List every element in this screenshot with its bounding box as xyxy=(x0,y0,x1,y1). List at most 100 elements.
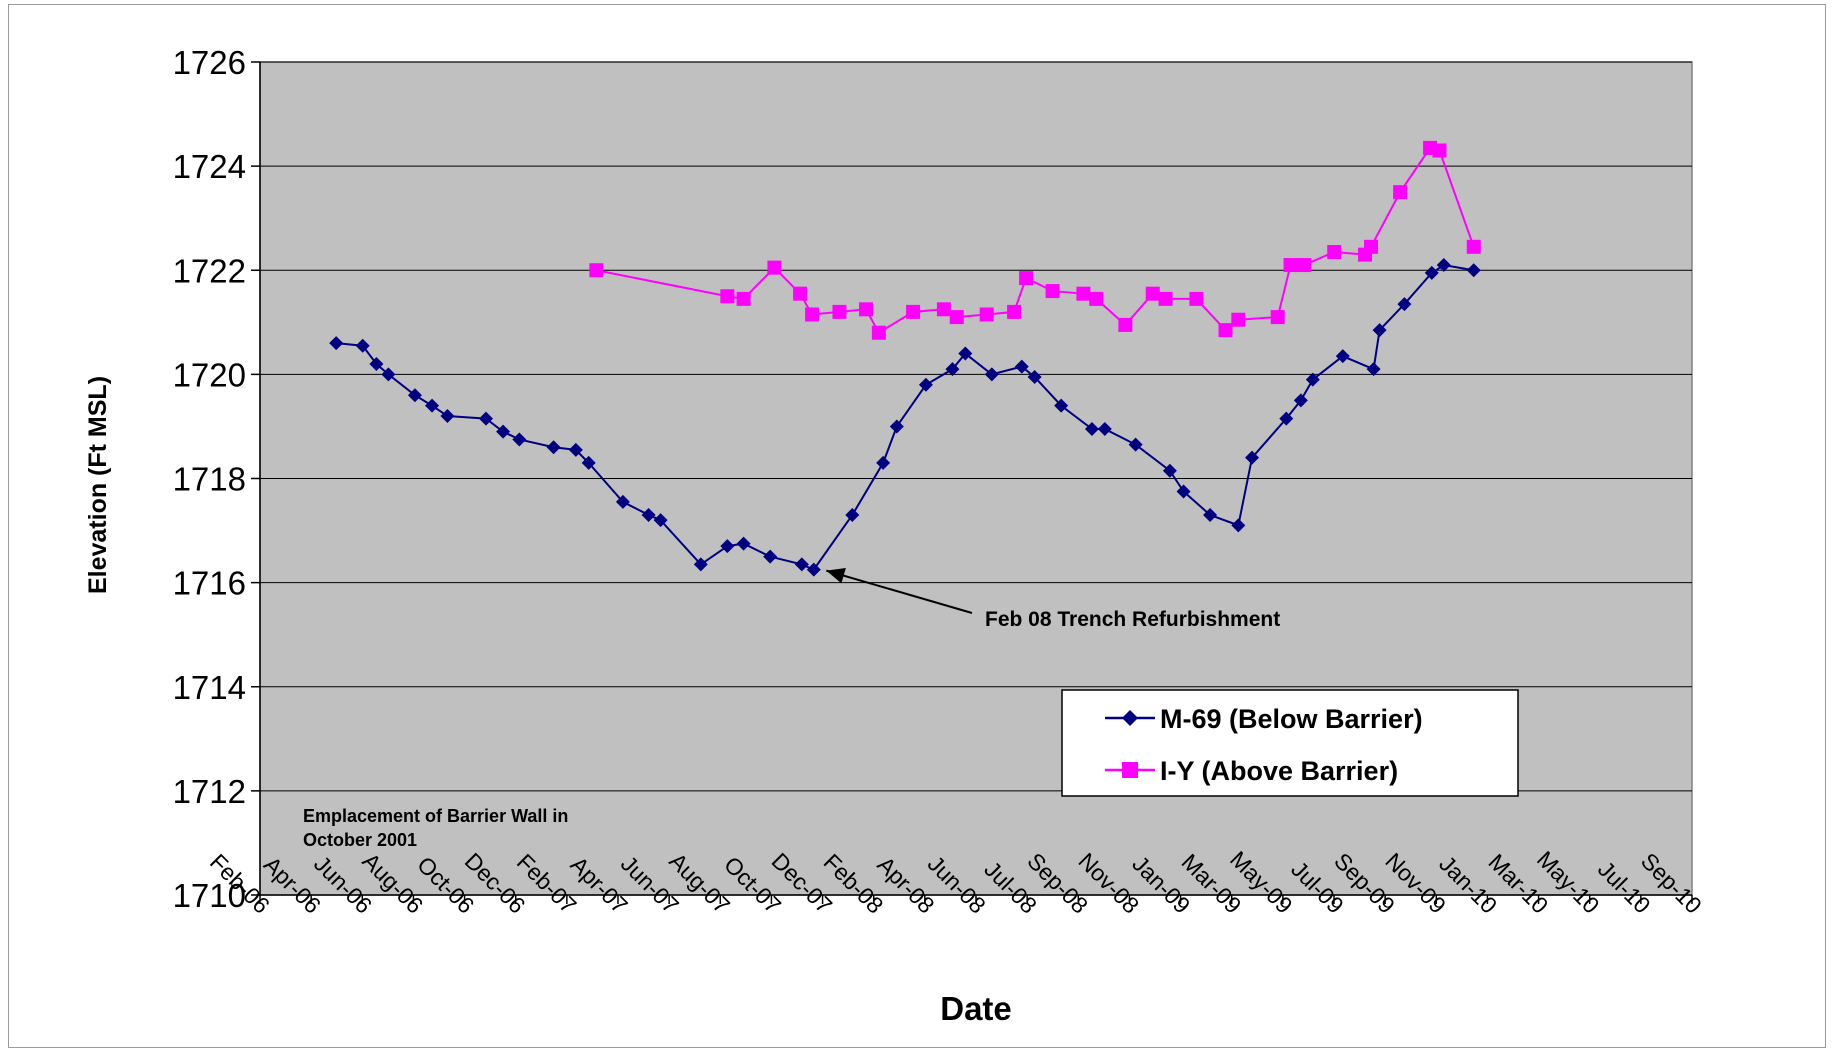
series-2 xyxy=(589,140,1481,340)
data-point xyxy=(496,424,511,439)
data-point xyxy=(568,442,583,457)
data-point xyxy=(1305,372,1320,387)
data-point xyxy=(615,494,630,509)
y-tick-label: 1714 xyxy=(173,669,246,706)
data-point xyxy=(1297,258,1312,273)
data-point xyxy=(859,302,874,317)
data-point xyxy=(653,513,668,528)
data-point xyxy=(1076,286,1091,301)
data-point xyxy=(794,557,809,572)
data-point xyxy=(806,562,821,577)
data-point xyxy=(693,557,708,572)
data-point xyxy=(581,455,596,470)
data-point xyxy=(736,536,751,551)
y-axis-label: Elevation (Ft MSL) xyxy=(84,376,112,594)
data-point xyxy=(1027,369,1042,384)
y-tick-label: 1712 xyxy=(173,773,246,810)
data-point xyxy=(1466,263,1481,278)
annotation-note-line: October 2001 xyxy=(303,830,417,850)
data-point xyxy=(1084,422,1099,437)
data-point xyxy=(1366,362,1381,377)
data-point xyxy=(832,304,847,319)
data-point xyxy=(1231,312,1246,327)
data-point xyxy=(1466,239,1481,254)
data-point xyxy=(736,291,751,306)
annotation-arrowhead xyxy=(826,567,846,584)
data-point xyxy=(1432,143,1447,158)
data-point xyxy=(906,304,921,319)
data-point xyxy=(1335,349,1350,364)
data-point xyxy=(871,325,886,340)
data-point xyxy=(763,549,778,564)
series-1 xyxy=(329,258,1481,577)
annotation-note-line: Emplacement of Barrier Wall in xyxy=(303,806,568,826)
data-point xyxy=(1393,185,1408,200)
data-point xyxy=(1162,463,1177,478)
data-point xyxy=(889,419,904,434)
data-point xyxy=(984,367,999,382)
y-tick-label: 1726 xyxy=(173,44,246,81)
gridlines xyxy=(260,61,1692,792)
data-point xyxy=(845,507,860,522)
data-point xyxy=(958,346,973,361)
data-point xyxy=(1231,518,1246,533)
data-point xyxy=(1279,411,1294,426)
data-point xyxy=(1054,398,1069,413)
data-point xyxy=(369,356,384,371)
data-point xyxy=(979,307,994,322)
data-point xyxy=(767,260,782,275)
data-point xyxy=(1364,239,1379,254)
data-point xyxy=(945,362,960,377)
data-point xyxy=(546,440,561,455)
data-point xyxy=(1372,323,1387,338)
data-point xyxy=(381,367,396,382)
data-point xyxy=(1189,291,1204,306)
data-point xyxy=(1397,297,1412,312)
data-point xyxy=(425,398,440,413)
data-point xyxy=(1436,258,1451,273)
y-tick-label: 1718 xyxy=(173,461,246,498)
data-point xyxy=(355,338,370,353)
legend-entry-label: I-Y (Above Barrier) xyxy=(1160,756,1398,786)
y-tick-label: 1716 xyxy=(173,565,246,602)
legend-entry-label: M-69 (Below Barrier) xyxy=(1160,704,1423,734)
annotation-label: Feb 08 Trench Refurbishment xyxy=(985,608,1280,631)
legend: M-69 (Below Barrier) I-Y (Above Barrier) xyxy=(1061,689,1519,797)
y-tick-label: 1722 xyxy=(173,252,246,289)
data-point xyxy=(329,336,344,351)
legend-box xyxy=(1061,689,1519,797)
data-point xyxy=(478,411,493,426)
data-point xyxy=(1245,450,1260,465)
data-point xyxy=(918,377,933,392)
data-point xyxy=(1045,284,1060,299)
y-tick-label: 1720 xyxy=(173,356,246,393)
y-tick-labels: 1710 1712 1714 1716 1718 1720 1722 1724 1726 xyxy=(173,44,246,914)
data-point xyxy=(936,302,951,317)
annotation-arrow-line xyxy=(826,569,973,614)
y-tick-label: 1724 xyxy=(173,148,246,185)
x-axis-label: Date xyxy=(940,990,1012,1027)
data-point xyxy=(1128,437,1143,452)
data-point xyxy=(1424,265,1439,280)
data-point xyxy=(1014,359,1029,374)
y-tick-label: 1710 xyxy=(173,877,246,914)
series-layer xyxy=(329,140,1481,577)
data-point xyxy=(720,289,735,304)
data-point xyxy=(589,263,604,278)
data-point xyxy=(1327,245,1342,260)
data-point xyxy=(440,409,455,424)
data-point xyxy=(1203,507,1218,522)
data-point xyxy=(407,388,422,403)
data-point xyxy=(805,307,820,322)
legend-marker xyxy=(1122,710,1138,726)
axes xyxy=(251,61,1693,904)
data-point xyxy=(641,507,656,522)
data-point xyxy=(1176,484,1191,499)
data-point xyxy=(1283,258,1298,273)
data-point xyxy=(1218,323,1233,338)
data-point xyxy=(720,539,735,554)
data-point xyxy=(876,455,891,470)
data-point xyxy=(1118,317,1133,332)
data-point xyxy=(1089,291,1104,306)
